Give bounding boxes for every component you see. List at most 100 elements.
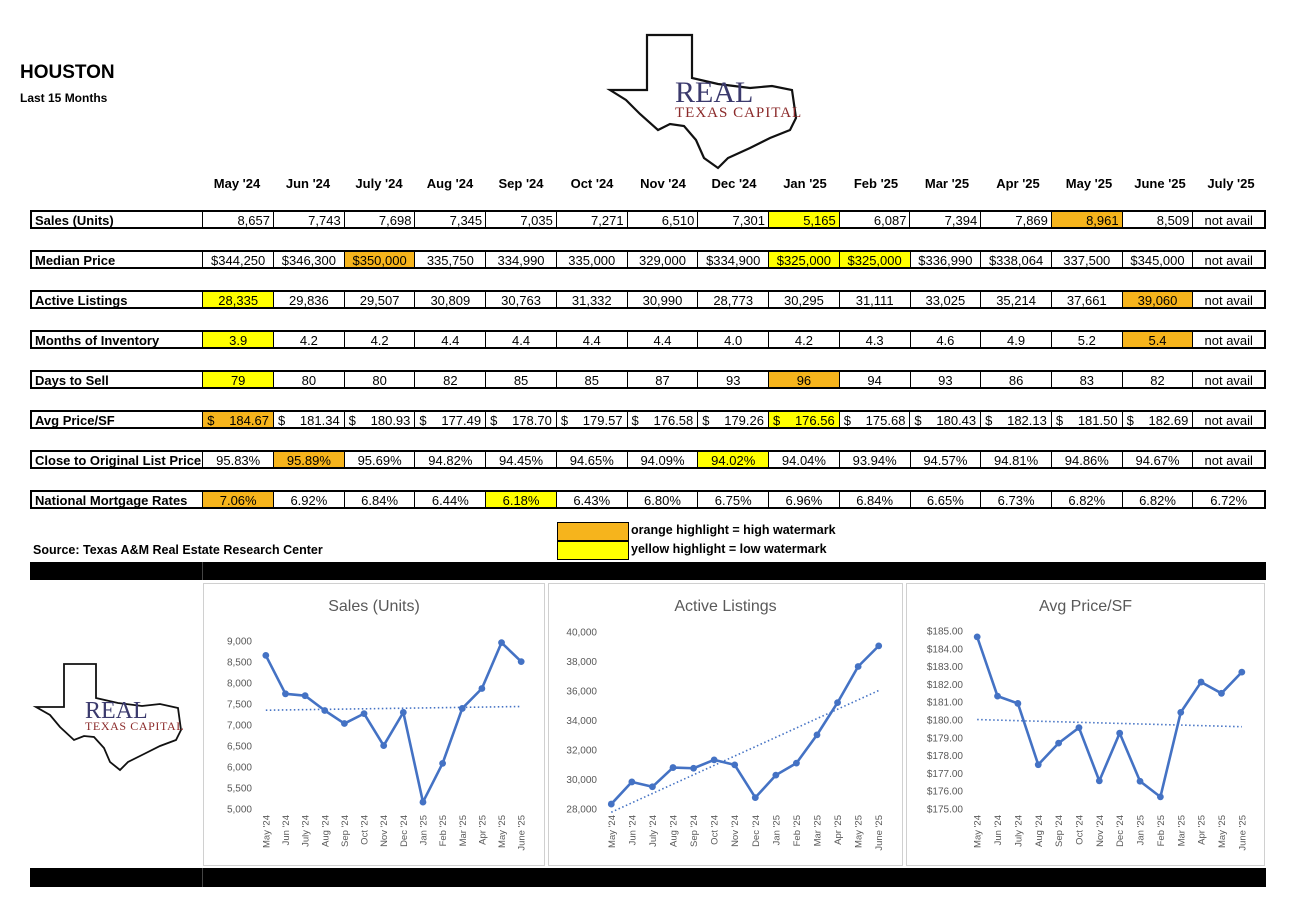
table-cell: 8,509 bbox=[1123, 212, 1194, 228]
y-tick-label: $177.00 bbox=[927, 769, 964, 780]
series-line bbox=[975, 636, 1243, 799]
table-cell: $179.26 bbox=[698, 412, 769, 428]
table-cell: 80 bbox=[345, 372, 416, 388]
x-tick-label: Feb '25 bbox=[1156, 815, 1167, 846]
currency-symbol: $ bbox=[843, 413, 851, 428]
chart-active-listings: Active Listings 28,000 30,000 32,000 34,000 3… bbox=[548, 583, 903, 866]
table-cell: $177.49 bbox=[415, 412, 487, 428]
table-cell: 28,335 bbox=[203, 292, 275, 308]
x-tick-label: Sep '24 bbox=[1054, 815, 1065, 847]
cell-value: 182.69 bbox=[1148, 413, 1189, 428]
data-point bbox=[1136, 777, 1144, 785]
table-cell: 6.84% bbox=[840, 492, 911, 508]
y-tick-label: $181.00 bbox=[927, 698, 964, 709]
table-cell: 94 bbox=[840, 372, 911, 388]
x-tick-label: Feb '25 bbox=[792, 815, 803, 846]
divider-bar-bottom bbox=[30, 868, 1266, 887]
month-header: Sep '24 bbox=[498, 176, 544, 191]
legend-orange-swatch bbox=[557, 522, 629, 541]
data-point bbox=[399, 708, 407, 716]
table-cell: 5.4 bbox=[1122, 332, 1194, 348]
data-point bbox=[793, 759, 800, 767]
currency-symbol: $ bbox=[348, 413, 356, 428]
x-tick-label: May '25 bbox=[1217, 815, 1228, 848]
chart-avg-price-sf: Avg Price/SF $175.00 $176.00 $177.00 $178.00… bbox=[906, 583, 1265, 866]
cell-value: 181.34 bbox=[299, 413, 340, 428]
y-tick-label: $180.00 bbox=[927, 716, 964, 727]
table-cell: not avail bbox=[1204, 333, 1253, 348]
cell-value: 176.56 bbox=[794, 413, 835, 428]
table-cell: 79 bbox=[203, 372, 275, 388]
y-tick-label: 6,000 bbox=[227, 763, 252, 774]
table-cell: 6.84% bbox=[345, 492, 416, 508]
source-note: Source: Texas A&M Real Estate Research C… bbox=[33, 543, 323, 557]
table-cell: 4.4 bbox=[628, 332, 699, 348]
y-tick-label: $178.00 bbox=[927, 751, 964, 762]
table-cell: 6.65% bbox=[911, 492, 982, 508]
table-cell: 7,869 bbox=[981, 212, 1052, 228]
y-tick-label: $176.00 bbox=[927, 787, 964, 798]
table-row: Active Listings 28,335 29,836 29,507 30,809 3… bbox=[30, 290, 1266, 309]
divider-notch bbox=[202, 562, 203, 580]
y-tick-label: 8,000 bbox=[227, 679, 252, 690]
table-cell: $179.57 bbox=[557, 412, 628, 428]
currency-symbol: $ bbox=[207, 413, 215, 428]
data-point bbox=[994, 692, 1001, 700]
data-point bbox=[875, 642, 883, 650]
data-point bbox=[1218, 689, 1225, 697]
legend-yellow-label: yellow highlight = low watermark bbox=[631, 542, 827, 556]
table-cell: 83 bbox=[1052, 372, 1123, 388]
table-cell: 335,750 bbox=[415, 252, 487, 268]
x-tick-label: Jun '24 bbox=[627, 815, 638, 845]
table-cell: 4.3 bbox=[840, 332, 911, 348]
x-tick-label: July '24 bbox=[1013, 815, 1024, 847]
x-tick-label: May '25 bbox=[854, 815, 865, 848]
y-tick-label: $183.00 bbox=[927, 662, 964, 673]
logo-word-texas-capital: TEXAS CAPITAL bbox=[675, 105, 802, 121]
table-cell: $338,064 bbox=[981, 252, 1052, 268]
data-point bbox=[380, 742, 388, 749]
table-row: Months of Inventory 3.9 4.2 4.2 4.4 4.4 4.4 4.4… bbox=[30, 330, 1266, 349]
series-line bbox=[610, 644, 880, 805]
cell-value: 179.26 bbox=[724, 413, 764, 428]
data-point bbox=[649, 783, 656, 791]
table-cell: 7,301 bbox=[698, 212, 770, 228]
table-cell: not avail bbox=[1204, 413, 1253, 428]
trendline bbox=[610, 689, 880, 813]
data-point bbox=[834, 699, 841, 706]
x-tick-label: Mar '25 bbox=[813, 815, 824, 846]
cell-value: 175.68 bbox=[865, 413, 906, 428]
page-subtitle: Last 15 Months bbox=[20, 91, 108, 105]
table-cell: $350,000 bbox=[344, 252, 416, 268]
chart-title: Sales (Units) bbox=[328, 598, 420, 615]
cell-value: 178.70 bbox=[512, 413, 552, 428]
table-cell: not avail bbox=[1204, 293, 1253, 308]
table-cell: 335,000 bbox=[557, 252, 628, 268]
x-tick-label: Jun '24 bbox=[281, 815, 292, 845]
table-cell: 94.45% bbox=[486, 452, 557, 468]
texas-outline-icon bbox=[32, 663, 182, 772]
table-cell: 5.2 bbox=[1052, 332, 1123, 348]
logo-word-texas-capital: TEXAS CAPITAL bbox=[85, 719, 184, 733]
x-tick-label: May '24 bbox=[973, 815, 984, 848]
table-cell: 82 bbox=[415, 372, 487, 388]
table-cell: $344,250 bbox=[203, 252, 275, 268]
table-cell: 4.4 bbox=[415, 332, 487, 348]
table-cell: 4.2 bbox=[274, 332, 345, 348]
y-tick-label: $182.00 bbox=[927, 680, 964, 691]
x-tick-label: Apr '25 bbox=[833, 815, 844, 845]
y-tick-label: 40,000 bbox=[566, 628, 597, 639]
table-cell: 94.57% bbox=[911, 452, 982, 468]
table-cell: 35,214 bbox=[981, 292, 1052, 308]
data-point bbox=[1238, 668, 1246, 676]
table-cell: 7,271 bbox=[557, 212, 628, 228]
cell-value: 177.49 bbox=[441, 413, 482, 428]
currency-symbol: $ bbox=[914, 413, 922, 428]
divider-notch bbox=[202, 868, 203, 887]
table-cell: $176.56 bbox=[768, 412, 840, 428]
x-tick-label: Aug '24 bbox=[1034, 815, 1045, 847]
row-label: Sales (Units) bbox=[32, 212, 204, 228]
table-cell: 4.4 bbox=[486, 332, 557, 348]
table-cell: $345,000 bbox=[1123, 252, 1194, 268]
cell-value: 180.93 bbox=[370, 413, 411, 428]
